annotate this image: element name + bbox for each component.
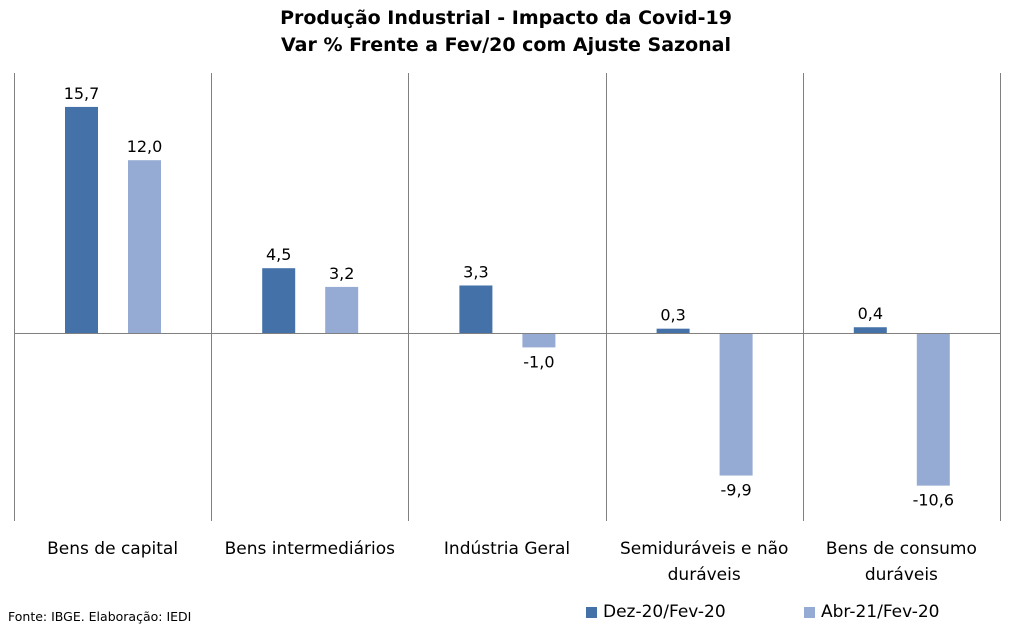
data-label: -9,9 bbox=[720, 481, 751, 500]
bar-dez20 bbox=[656, 328, 690, 333]
category-label: Bens de capital bbox=[23, 536, 203, 562]
legend-item-dez20: Dez-20/Fev-20 bbox=[586, 602, 726, 622]
bar-dez20 bbox=[65, 106, 98, 333]
bar-abr21 bbox=[522, 333, 556, 348]
bar-dez20 bbox=[853, 327, 887, 333]
bar-abr21 bbox=[916, 333, 950, 486]
legend-item-abr21: Abr-21/Fev-20 bbox=[804, 602, 940, 622]
data-label: 12,0 bbox=[127, 137, 163, 156]
legend-swatch-abr21 bbox=[804, 606, 815, 618]
category-label-line: Bens intermediários bbox=[224, 539, 395, 559]
data-label: -1,0 bbox=[523, 352, 554, 371]
category-label-line: duráveis bbox=[667, 565, 741, 585]
bar-abr21 bbox=[128, 160, 161, 333]
data-label: 0,3 bbox=[660, 306, 685, 325]
category-label: Indústria Geral bbox=[417, 536, 597, 562]
legend-swatch-dez20 bbox=[586, 606, 597, 618]
data-label: 3,3 bbox=[463, 262, 488, 281]
data-label: 3,2 bbox=[329, 264, 354, 283]
category-label-line: Bens de consumo bbox=[825, 539, 977, 559]
bar-abr21 bbox=[325, 286, 359, 333]
category-label-line: Indústria Geral bbox=[443, 539, 571, 559]
data-label: 0,4 bbox=[858, 304, 883, 323]
bar-dez20 bbox=[262, 268, 296, 333]
chart-subtitle: Var % Frente a Fev/20 com Ajuste Sazonal bbox=[280, 34, 731, 56]
category-label: Bens de consumo duráveis bbox=[811, 536, 991, 588]
legend-label-dez20: Dez-20/Fev-20 bbox=[603, 602, 726, 622]
category-label: Bens intermediários bbox=[220, 536, 400, 562]
source-note: Fonte: IBGE. Elaboração: IEDI bbox=[8, 609, 192, 624]
legend-label-abr21: Abr-21/Fev-20 bbox=[821, 602, 940, 622]
category-label-line: Bens de capital bbox=[47, 539, 179, 559]
category-label: Semiduráveis e não duráveis bbox=[614, 536, 794, 588]
data-label: 4,5 bbox=[266, 245, 291, 264]
category-label-line: duráveis bbox=[864, 565, 938, 585]
bar-dez20 bbox=[459, 285, 493, 333]
category-label-line: Semiduráveis e não bbox=[619, 539, 789, 559]
bar-abr21 bbox=[719, 333, 753, 476]
chart-title: Produção Industrial - Impacto da Covid-1… bbox=[280, 7, 732, 29]
data-label: -10,6 bbox=[913, 491, 954, 510]
data-label: 15,7 bbox=[64, 84, 100, 103]
